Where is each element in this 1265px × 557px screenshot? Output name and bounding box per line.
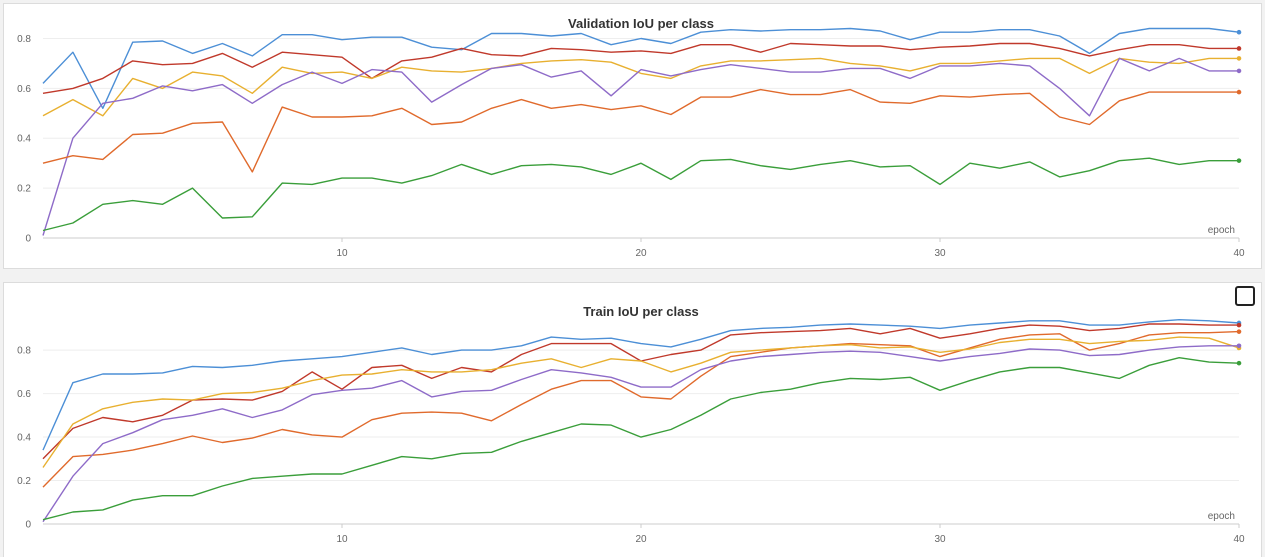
y-tick-label: 0.2 <box>17 184 31 195</box>
chart-title: Train IoU per class <box>583 304 699 319</box>
series-endpoint <box>1236 343 1242 349</box>
series-line <box>42 336 1240 468</box>
series-line <box>42 157 1239 232</box>
x-axis-label: epoch <box>1208 511 1235 522</box>
series-line <box>42 345 1239 523</box>
x-tick-label: 10 <box>336 534 348 545</box>
x-tick-label: 40 <box>1233 248 1245 259</box>
y-tick-label: 0.8 <box>17 34 31 45</box>
series-line <box>42 42 1239 94</box>
x-tick-label: 40 <box>1233 534 1245 545</box>
series-endpoint <box>1236 56 1242 61</box>
x-tick-label: 20 <box>635 534 647 545</box>
train-iou-panel: Train IoU per class 0 0.2 0.4 0.6 0.8 10 20 30 40… <box>3 282 1262 557</box>
chart-title: Validation IoU per class <box>568 16 714 31</box>
x-tick-label: 10 <box>336 248 348 259</box>
series-endpoint <box>1236 89 1242 95</box>
series-line <box>42 319 1240 451</box>
y-tick-label: 0.4 <box>17 134 31 145</box>
x-tick-label: 30 <box>934 534 946 545</box>
maximize-panel-button[interactable] <box>1235 286 1255 306</box>
validation-iou-panel: Validation IoU per class 0 0.2 0.4 0.6 0.8 10 2… <box>3 3 1262 269</box>
series-endpoint <box>1236 322 1242 328</box>
x-tick-label: 20 <box>635 248 647 259</box>
series-endpoint <box>1236 158 1242 163</box>
validation-iou-chart: Validation IoU per class 0 0.2 0.4 0.6 0.8 10 2… <box>17 16 1245 259</box>
y-tick-label: 0.6 <box>17 84 31 95</box>
y-tick-label: 0.4 <box>17 433 31 444</box>
series-endpoint <box>1236 360 1242 366</box>
series-endpoint <box>1236 29 1242 35</box>
series-line <box>42 57 1239 236</box>
series-line <box>42 330 1240 488</box>
x-tick-label: 30 <box>934 248 946 259</box>
y-tick-label: 0.8 <box>17 346 31 357</box>
series-line <box>42 57 1239 117</box>
y-tick-label: 0 <box>25 520 31 531</box>
series-line <box>42 88 1239 173</box>
series-endpoint <box>1236 329 1242 334</box>
series-line <box>42 356 1240 521</box>
x-axis-label: epoch <box>1208 225 1235 236</box>
series-endpoint <box>1236 68 1242 74</box>
train-iou-chart: Train IoU per class 0 0.2 0.4 0.6 0.8 10 20 30 40… <box>17 304 1245 545</box>
y-tick-label: 0 <box>25 234 31 245</box>
y-tick-label: 0.2 <box>17 476 31 487</box>
series-endpoint <box>1236 46 1242 51</box>
series-line <box>42 27 1240 110</box>
y-tick-label: 0.6 <box>17 389 31 400</box>
